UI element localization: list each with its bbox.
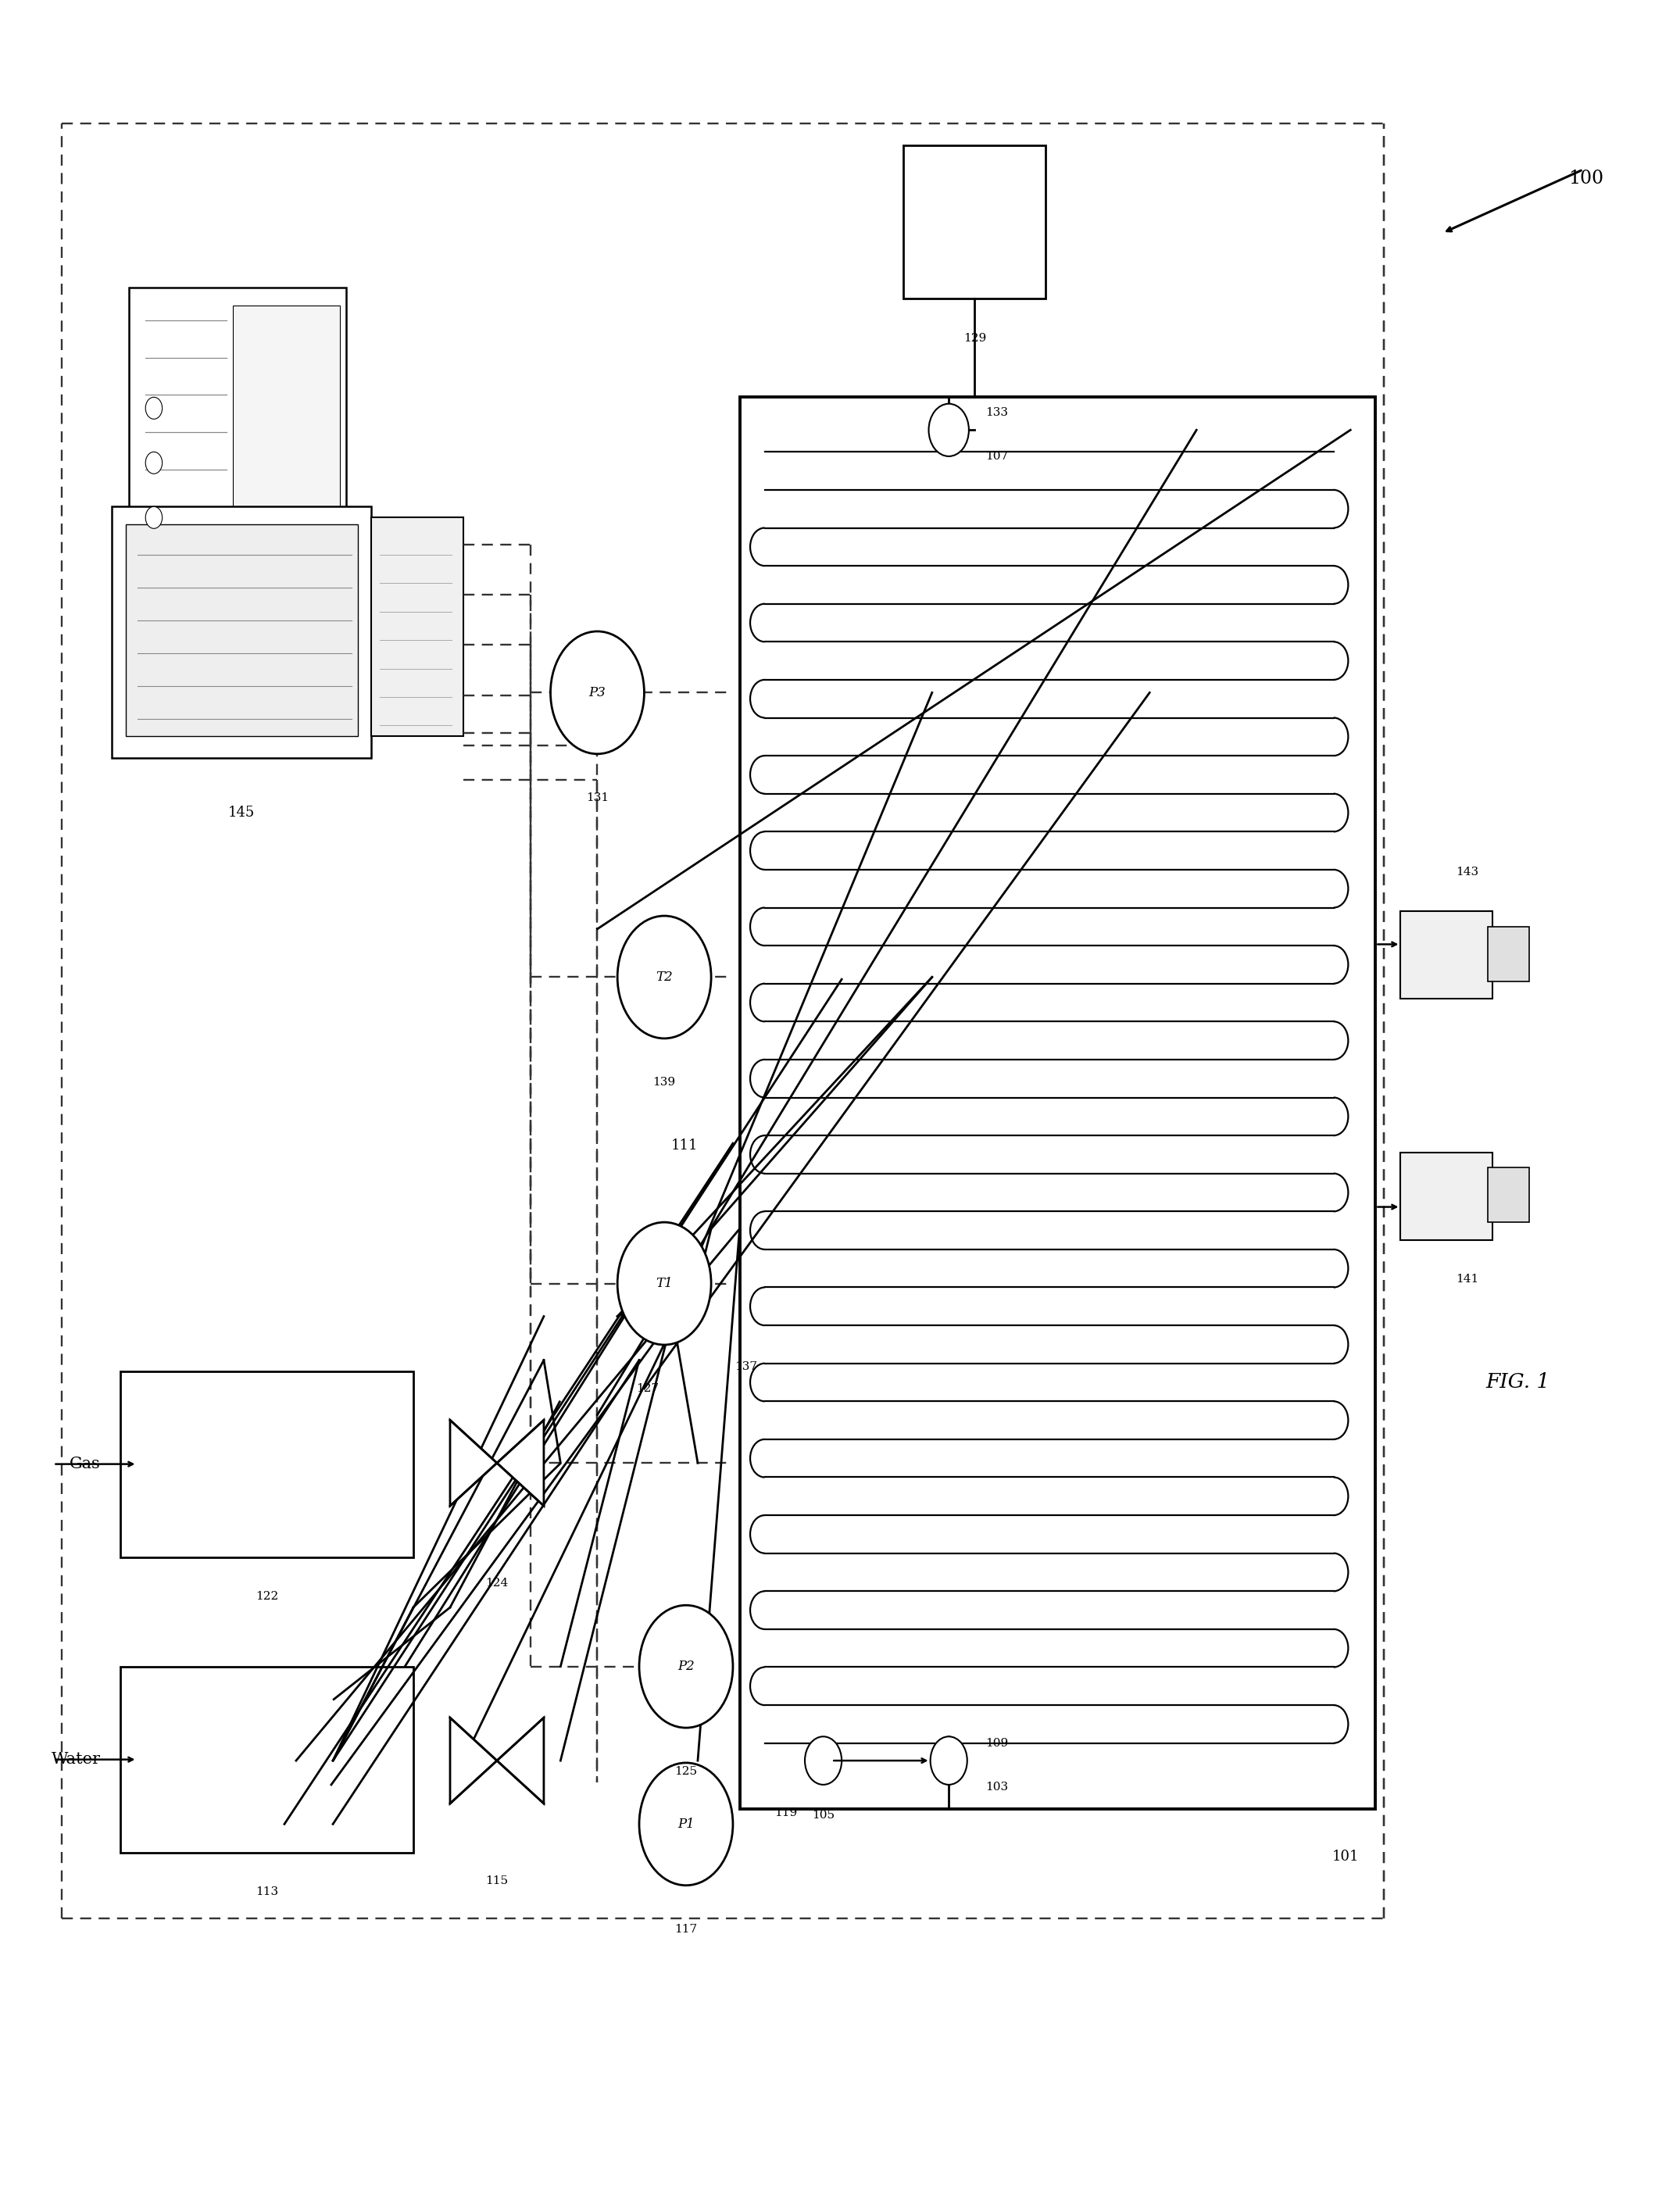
Bar [371, 518, 464, 735]
Circle shape [618, 915, 711, 1038]
Text: 117: 117 [675, 1923, 697, 1934]
Polygon shape [497, 1420, 544, 1506]
Circle shape [618, 1223, 711, 1346]
Bar [1401, 1152, 1492, 1240]
Text: P1: P1 [677, 1817, 694, 1831]
Text: 127: 127 [637, 1383, 659, 1394]
Bar [121, 1372, 413, 1556]
Text: 107: 107 [986, 450, 1008, 461]
Bar [1401, 911, 1492, 999]
Circle shape [638, 1763, 732, 1886]
Text: T2: T2 [655, 970, 672, 983]
Polygon shape [450, 1719, 497, 1804]
Text: P2: P2 [677, 1659, 694, 1673]
Polygon shape [450, 1420, 497, 1506]
Bar [121, 1666, 413, 1853]
Circle shape [146, 507, 163, 529]
Circle shape [146, 452, 163, 474]
Text: 145: 145 [228, 806, 255, 821]
Circle shape [551, 632, 643, 753]
Bar [1488, 1168, 1529, 1223]
Text: 129: 129 [963, 334, 986, 345]
Text: 122: 122 [255, 1591, 279, 1602]
Circle shape [931, 1736, 968, 1785]
Bar [126, 525, 358, 735]
Text: 119: 119 [774, 1809, 798, 1820]
Text: 139: 139 [654, 1078, 675, 1089]
Text: Gas: Gas [69, 1457, 101, 1471]
Circle shape [805, 1736, 842, 1785]
Text: 100: 100 [1567, 169, 1603, 187]
Text: P3: P3 [590, 687, 606, 700]
Text: 115: 115 [486, 1875, 509, 1886]
Circle shape [638, 1605, 732, 1727]
Text: 111: 111 [670, 1139, 697, 1152]
Text: 101: 101 [1332, 1850, 1359, 1864]
Polygon shape [497, 1719, 544, 1804]
Text: 113: 113 [255, 1886, 279, 1896]
Text: 133: 133 [986, 406, 1008, 417]
Bar [739, 397, 1376, 1809]
Text: 141: 141 [1457, 1273, 1478, 1284]
Text: 125: 125 [675, 1767, 697, 1778]
Bar [1488, 926, 1529, 981]
Bar [113, 507, 371, 757]
Bar [129, 288, 346, 529]
Text: 103: 103 [986, 1782, 1008, 1793]
Bar [904, 145, 1047, 299]
Text: T1: T1 [655, 1277, 672, 1291]
Text: 105: 105 [811, 1811, 835, 1822]
Text: Water: Water [50, 1752, 101, 1767]
Text: 109: 109 [986, 1738, 1008, 1749]
Text: FIG. 1: FIG. 1 [1485, 1372, 1551, 1392]
Text: 131: 131 [586, 792, 608, 803]
Text: 143: 143 [1457, 867, 1478, 878]
Text: 124: 124 [486, 1578, 509, 1589]
Text: 137: 137 [734, 1361, 758, 1372]
Bar [234, 305, 339, 511]
Circle shape [146, 397, 163, 419]
Circle shape [929, 404, 969, 457]
